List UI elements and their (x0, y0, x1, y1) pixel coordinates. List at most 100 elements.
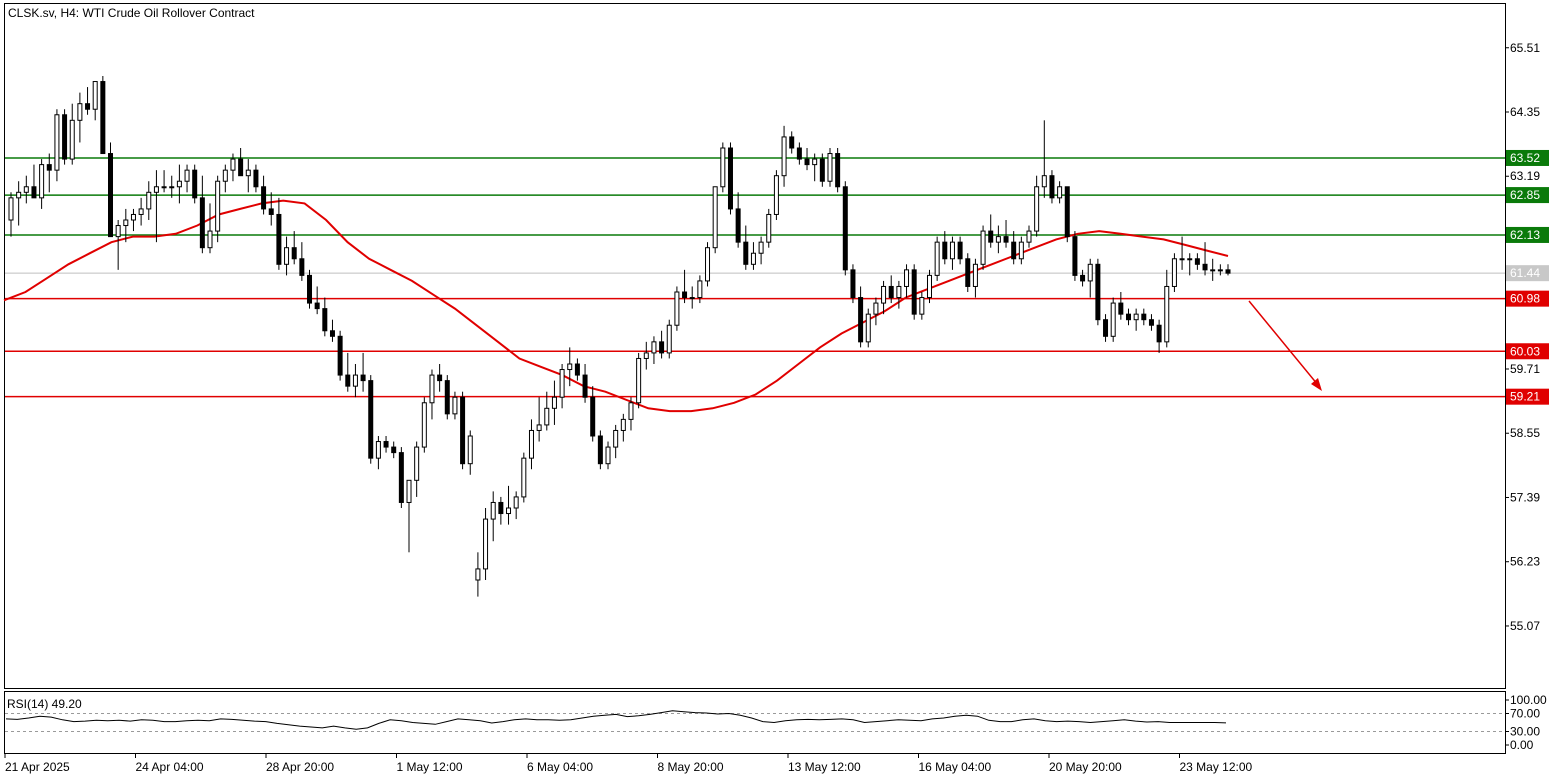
candle-body (636, 357, 642, 404)
candle-body (1026, 230, 1032, 243)
candle-body (1217, 269, 1223, 272)
candle (77, 92, 83, 143)
candle-body (904, 269, 910, 287)
candle (322, 297, 328, 337)
candle (460, 391, 466, 470)
candle-body (444, 380, 450, 415)
candle (192, 164, 198, 204)
candle (1156, 319, 1162, 353)
candle-body (842, 186, 848, 271)
candle-body (1064, 186, 1070, 238)
candle (123, 208, 129, 243)
candle (1210, 258, 1216, 281)
candle-body (697, 280, 703, 299)
candle-body (146, 191, 152, 210)
candle (337, 330, 343, 381)
candle (1125, 308, 1131, 326)
candle (1087, 258, 1093, 298)
candle-body (46, 164, 52, 171)
candle (253, 164, 259, 193)
candle (1164, 269, 1170, 348)
candle (268, 192, 274, 226)
candle (368, 375, 374, 464)
candle-body (215, 180, 221, 232)
candle (483, 508, 489, 580)
candle (865, 308, 871, 348)
candle (414, 441, 420, 497)
candle-body (261, 186, 267, 210)
time-tick-label: 24 Apr 04:00 (136, 760, 204, 774)
candle (904, 264, 910, 298)
candle (39, 159, 45, 209)
candle (1194, 253, 1200, 270)
resistance-label: 62.85 (1510, 188, 1540, 202)
candle (383, 436, 389, 453)
rsi-tick-label: 30.00 (1510, 725, 1540, 739)
candle (498, 496, 504, 525)
candle-body (238, 158, 244, 177)
candle-body (689, 297, 695, 300)
candle-body (414, 446, 420, 481)
support-box (1506, 290, 1549, 307)
candle (957, 236, 963, 265)
candle-body (1179, 258, 1185, 261)
candle (988, 214, 994, 248)
candle (965, 253, 971, 292)
candle (551, 380, 557, 425)
candle-body (406, 479, 412, 503)
candle (911, 264, 917, 320)
candle-body (628, 402, 634, 420)
candle-body (819, 158, 825, 182)
candle (46, 153, 52, 193)
candle-body (965, 258, 971, 287)
candle (1003, 220, 1009, 248)
candle-body (138, 208, 144, 215)
candle-body (758, 241, 764, 254)
candle (628, 397, 634, 431)
support-label: 59.21 (1510, 390, 1540, 404)
price-tick-label: 56.23 (1510, 555, 1540, 569)
candle (995, 225, 1001, 254)
candle (1225, 264, 1231, 276)
time-tick-label: 20 May 20:00 (1049, 760, 1122, 774)
candle-body (452, 396, 458, 415)
candle-body (1118, 302, 1124, 315)
candle-body (605, 446, 611, 465)
price-tick-label: 63.19 (1510, 169, 1540, 183)
candle-body (1034, 186, 1040, 232)
level-lines-layer (5, 157, 1505, 398)
candle-body (926, 274, 932, 299)
candle-body (643, 352, 649, 359)
support-box (1506, 388, 1549, 405)
candle-body (460, 396, 466, 465)
candle-body (1072, 236, 1078, 276)
candle (429, 369, 435, 420)
candle (781, 125, 787, 187)
candle (827, 148, 833, 187)
candle (697, 275, 703, 304)
main-plot-frame (4, 3, 1506, 689)
price-tick-label: 64.35 (1510, 105, 1540, 119)
candle (934, 236, 940, 281)
candle (1072, 231, 1078, 281)
candle (329, 319, 335, 342)
time-tick-label: 13 May 12:00 (788, 760, 861, 774)
candle (574, 358, 580, 381)
candle (559, 364, 565, 409)
candle-body (812, 158, 818, 166)
candle (582, 364, 588, 403)
candle-body (1080, 274, 1086, 282)
candle-body (796, 147, 802, 160)
candle (796, 142, 802, 165)
candle (1095, 258, 1101, 326)
candle-body (85, 103, 91, 110)
candle (850, 264, 856, 304)
candle (85, 87, 91, 115)
candle (153, 170, 159, 243)
candle (544, 391, 550, 431)
candle-body (781, 136, 787, 177)
candle (773, 170, 779, 220)
candle (636, 352, 642, 409)
candle (437, 364, 443, 392)
candle-body (957, 241, 963, 260)
